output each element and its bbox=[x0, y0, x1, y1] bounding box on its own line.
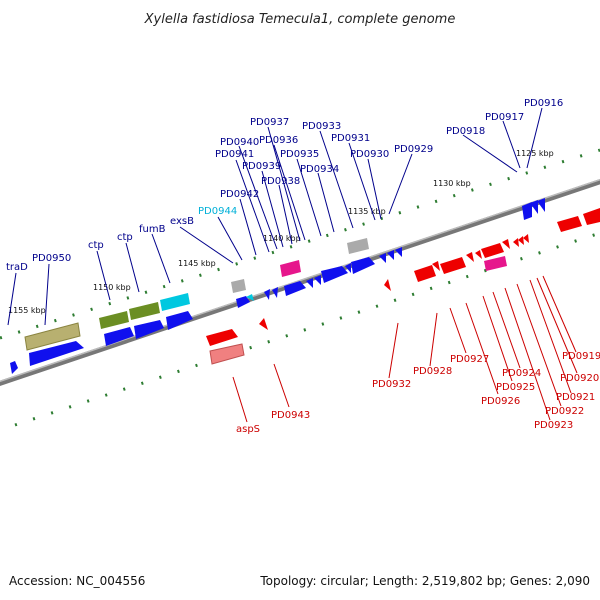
gene-arrow[interactable] bbox=[518, 236, 524, 245]
gene-arrow[interactable] bbox=[29, 341, 84, 366]
gene-label-highlight[interactable]: PD0944 bbox=[198, 206, 237, 217]
gene-arrow[interactable] bbox=[246, 294, 254, 301]
gene-arrow[interactable] bbox=[306, 278, 313, 288]
gene-arrow[interactable] bbox=[24, 322, 81, 351]
forward-gene-labels: traD PD0950 ctp ctp fumB exsB PD0944 PD0… bbox=[6, 98, 563, 273]
gene-arrow[interactable] bbox=[280, 260, 301, 277]
gene-label[interactable]: PD0938 bbox=[261, 176, 300, 187]
gene-arrow[interactable] bbox=[10, 361, 18, 374]
gene-label[interactable]: PD0941 bbox=[215, 149, 254, 160]
kbp-tick-label: 1150 kbp bbox=[93, 283, 131, 292]
gene-arrow[interactable] bbox=[387, 250, 394, 260]
forward-genes bbox=[10, 198, 545, 374]
gene-label[interactable]: PD0929 bbox=[394, 144, 433, 155]
gene-arrow[interactable] bbox=[264, 289, 270, 300]
gene-label[interactable]: PD0930 bbox=[350, 149, 389, 160]
reverse-gene-labels: aspS PD0943 PD0932 PD0928 PD0927 PD0926 … bbox=[236, 351, 600, 435]
gene-arrow[interactable] bbox=[484, 256, 507, 271]
gene-arrow[interactable] bbox=[395, 247, 402, 257]
gene-label[interactable]: PD0950 bbox=[32, 253, 71, 264]
gene-arrow[interactable] bbox=[475, 250, 482, 259]
gene-label[interactable]: PD0924 bbox=[502, 368, 541, 379]
gene-arrow[interactable] bbox=[236, 296, 250, 308]
kbp-tick-label: 1130 kbp bbox=[433, 179, 471, 188]
gene-label[interactable]: PD0920 bbox=[560, 373, 599, 384]
gene-label[interactable]: PD0931 bbox=[331, 133, 370, 144]
gene-arrow[interactable] bbox=[99, 311, 129, 329]
gene-arrow[interactable] bbox=[513, 238, 519, 247]
gene-label[interactable]: PD0933 bbox=[302, 121, 341, 132]
gene-label[interactable]: PD0917 bbox=[485, 112, 524, 123]
gene-arrow[interactable] bbox=[347, 238, 369, 254]
gene-arrow[interactable] bbox=[414, 265, 436, 282]
gene-arrow[interactable] bbox=[134, 320, 164, 339]
gene-arrow[interactable] bbox=[557, 216, 582, 232]
gene-label[interactable]: ctp bbox=[117, 232, 133, 243]
gene-label[interactable]: ctp bbox=[88, 240, 104, 251]
gene-arrow[interactable] bbox=[104, 327, 134, 346]
gene-arrow[interactable] bbox=[321, 266, 348, 283]
gene-label[interactable]: PD0918 bbox=[446, 126, 485, 137]
gene-arrow[interactable] bbox=[160, 293, 190, 311]
gene-arrow[interactable] bbox=[284, 281, 306, 296]
gene-label[interactable]: traD bbox=[6, 262, 28, 273]
gene-label[interactable]: PD0925 bbox=[496, 382, 535, 393]
gene-arrow[interactable] bbox=[502, 239, 510, 249]
gene-label[interactable]: PD0940 bbox=[220, 137, 259, 148]
gene-arrow[interactable] bbox=[537, 198, 545, 212]
gene-label[interactable]: PD0939 bbox=[242, 161, 281, 172]
gene-label[interactable]: PD0919 bbox=[562, 351, 600, 362]
forward-leader-lines bbox=[7, 107, 543, 326]
gene-label[interactable]: PD0932 bbox=[372, 379, 411, 390]
gene-arrow[interactable] bbox=[209, 343, 245, 365]
gene-arrow[interactable] bbox=[432, 261, 440, 271]
gene-arrow[interactable] bbox=[481, 243, 504, 258]
gene-label[interactable]: fumB bbox=[139, 224, 166, 235]
gene-arrow[interactable] bbox=[206, 329, 238, 346]
accession-text: Accession: NC_004556 bbox=[9, 574, 146, 588]
gene-label[interactable]: PD0926 bbox=[481, 396, 520, 407]
gene-arrow[interactable] bbox=[314, 275, 321, 285]
gene-label[interactable]: PD0943 bbox=[271, 410, 310, 421]
gene-label[interactable]: PD0927 bbox=[450, 354, 489, 365]
genome-summary-text: Topology: circular; Length: 2,519,802 bp… bbox=[260, 574, 590, 588]
gene-label[interactable]: PD0937 bbox=[250, 117, 289, 128]
gene-arrow[interactable] bbox=[129, 302, 160, 320]
gene-arrow[interactable] bbox=[231, 279, 246, 293]
gene-arrow[interactable] bbox=[530, 200, 538, 214]
gene-label[interactable]: PD0921 bbox=[556, 392, 595, 403]
gene-arrow[interactable] bbox=[351, 257, 375, 274]
gene-label[interactable]: PD0936 bbox=[259, 135, 298, 146]
gene-arrow[interactable] bbox=[166, 311, 193, 330]
gene-arrow[interactable] bbox=[523, 234, 529, 243]
gene-arrow[interactable] bbox=[522, 202, 532, 220]
map-title: Xylella fastidiosa Temecula1, complete g… bbox=[144, 12, 456, 27]
gene-arrow[interactable] bbox=[345, 263, 351, 273]
gene-arrow[interactable] bbox=[272, 287, 278, 298]
gene-label[interactable]: PD0922 bbox=[545, 406, 584, 417]
gene-label[interactable]: exsB bbox=[170, 216, 194, 227]
gene-arrow[interactable] bbox=[259, 318, 268, 330]
gene-label[interactable]: PD0923 bbox=[534, 420, 573, 431]
gene-arrow[interactable] bbox=[379, 253, 386, 263]
kbp-tick-label: 1140 kbp bbox=[263, 234, 301, 243]
gene-arrow[interactable] bbox=[466, 252, 474, 262]
gene-arrow[interactable] bbox=[583, 208, 600, 225]
kbp-tick-label: 1135 kbp bbox=[348, 207, 386, 216]
gene-label[interactable]: PD0916 bbox=[524, 98, 563, 109]
gene-label[interactable]: PD0928 bbox=[413, 366, 452, 377]
gene-label[interactable]: aspS bbox=[236, 424, 260, 435]
gene-label[interactable]: PD0934 bbox=[300, 164, 339, 175]
gene-arrow[interactable] bbox=[440, 257, 466, 274]
kbp-scale: 1155 kbp 1150 kbp 1145 kbp 1140 kbp 1135… bbox=[8, 149, 554, 315]
kbp-tick-label: 1155 kbp bbox=[8, 306, 46, 315]
gene-label[interactable]: PD0935 bbox=[280, 149, 319, 160]
gene-label[interactable]: PD0942 bbox=[220, 189, 259, 200]
reverse-leader-lines bbox=[232, 275, 578, 423]
gene-arrow[interactable] bbox=[384, 279, 391, 291]
kbp-tick-label: 1145 kbp bbox=[178, 259, 216, 268]
kbp-tick-label: 1125 kbp bbox=[516, 149, 554, 158]
reverse-genes bbox=[206, 208, 600, 365]
